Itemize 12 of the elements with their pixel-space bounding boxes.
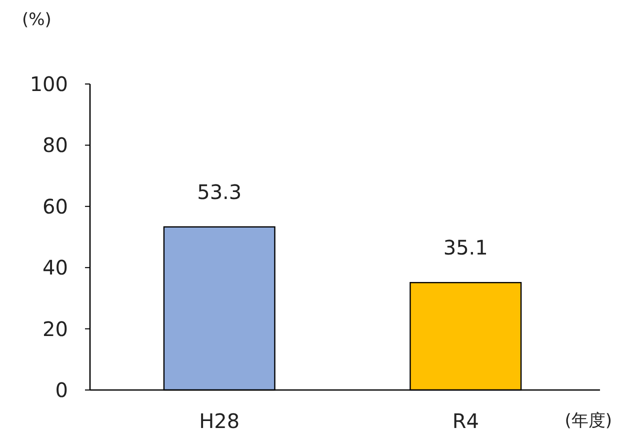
data-label: 35.1 <box>443 236 488 260</box>
y-tick-label: 20 <box>42 316 68 341</box>
y-tick-label: 100 <box>30 72 68 96</box>
x-tick-label: R4 <box>452 409 479 433</box>
y-tick-label: 80 <box>42 133 68 158</box>
y-tick-label: 60 <box>42 194 68 218</box>
data-label: 53.3 <box>197 180 242 204</box>
x-axis-title: (年度) <box>564 411 612 431</box>
x-tick-label: H28 <box>199 409 240 433</box>
y-tick-label: 0 <box>55 378 68 402</box>
y-axis-title: (%) <box>22 10 52 30</box>
y-tick-label: 40 <box>42 256 68 280</box>
